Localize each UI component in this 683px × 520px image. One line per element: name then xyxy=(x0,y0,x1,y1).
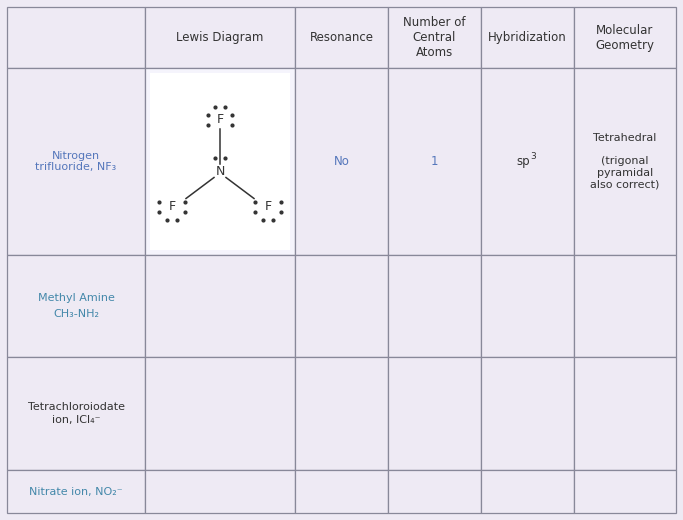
Bar xyxy=(145,255,295,357)
Text: Number of
Central
Atoms: Number of Central Atoms xyxy=(403,16,466,59)
Bar xyxy=(574,357,676,470)
Text: F: F xyxy=(264,200,272,213)
Bar xyxy=(574,68,676,255)
Bar xyxy=(295,255,388,357)
Text: Resonance: Resonance xyxy=(309,31,374,44)
Bar xyxy=(388,357,481,470)
Text: F: F xyxy=(169,200,176,213)
Text: No: No xyxy=(333,155,350,168)
Bar xyxy=(7,357,145,470)
Bar xyxy=(7,255,145,357)
Bar xyxy=(481,7,574,68)
Bar xyxy=(388,470,481,513)
Bar xyxy=(7,470,145,513)
Bar xyxy=(145,357,295,470)
Bar xyxy=(481,255,574,357)
Bar xyxy=(145,7,295,68)
Text: sp: sp xyxy=(516,155,530,168)
Bar xyxy=(481,357,574,470)
Text: Methyl Amine: Methyl Amine xyxy=(38,293,115,303)
Bar xyxy=(295,357,388,470)
Bar xyxy=(295,68,388,255)
Bar xyxy=(295,470,388,513)
Bar xyxy=(481,470,574,513)
Bar xyxy=(388,68,481,255)
Text: ion, ICl₄⁻: ion, ICl₄⁻ xyxy=(52,415,100,425)
Text: Tetrahedral

(trigonal
pyramidal
also correct): Tetrahedral (trigonal pyramidal also cor… xyxy=(590,133,660,190)
Text: Lewis Diagram: Lewis Diagram xyxy=(176,31,264,44)
Bar xyxy=(388,255,481,357)
Bar xyxy=(574,255,676,357)
Text: N: N xyxy=(215,165,225,178)
Bar xyxy=(574,470,676,513)
Bar xyxy=(145,470,295,513)
Text: Nitrate ion, NO₂⁻: Nitrate ion, NO₂⁻ xyxy=(29,487,123,497)
Text: 1: 1 xyxy=(431,155,438,168)
Text: F: F xyxy=(217,113,223,126)
Text: Tetrachloroiodate: Tetrachloroiodate xyxy=(27,401,124,411)
Bar xyxy=(145,68,295,255)
Text: 3: 3 xyxy=(531,152,536,161)
Bar xyxy=(7,7,145,68)
Text: Hybridization: Hybridization xyxy=(488,31,567,44)
Text: CH₃-NH₂: CH₃-NH₂ xyxy=(53,309,99,319)
Text: Molecular
Geometry: Molecular Geometry xyxy=(596,23,654,51)
Bar xyxy=(388,7,481,68)
Bar xyxy=(295,7,388,68)
Text: Nitrogen
trifluoride, NF₃: Nitrogen trifluoride, NF₃ xyxy=(36,151,117,172)
Bar xyxy=(150,73,290,250)
Bar xyxy=(481,68,574,255)
Bar xyxy=(574,7,676,68)
Bar xyxy=(7,68,145,255)
